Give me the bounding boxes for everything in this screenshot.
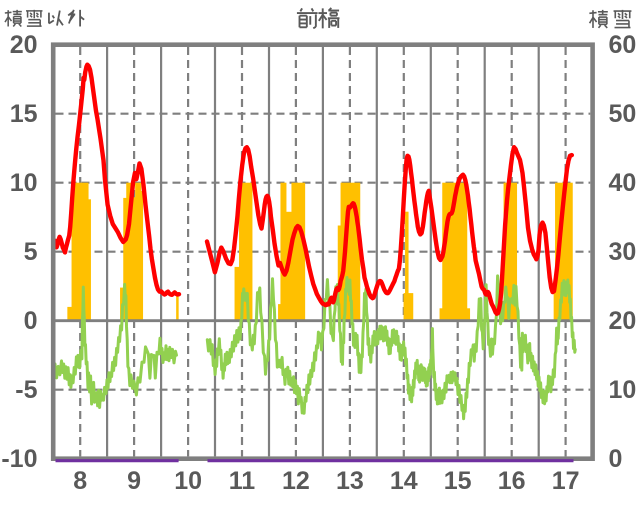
svg-text:16: 16 [498, 467, 526, 495]
svg-text:5: 5 [24, 238, 38, 266]
svg-text:8: 8 [73, 467, 87, 495]
svg-text:10: 10 [10, 169, 38, 197]
svg-text:50: 50 [609, 100, 636, 128]
svg-text:9: 9 [127, 467, 141, 495]
svg-text:20: 20 [10, 31, 38, 59]
svg-text:60: 60 [609, 31, 636, 59]
svg-text:17: 17 [552, 467, 580, 495]
svg-text:-10: -10 [1, 445, 37, 473]
svg-text:10: 10 [174, 467, 202, 495]
svg-text:30: 30 [609, 238, 636, 266]
svg-text:14: 14 [390, 467, 418, 495]
svg-text:0: 0 [24, 307, 38, 335]
svg-text:40: 40 [609, 169, 636, 197]
svg-text:-5: -5 [15, 376, 37, 404]
svg-text:20: 20 [609, 307, 636, 335]
svg-text:13: 13 [336, 467, 364, 495]
svg-text:15: 15 [444, 467, 472, 495]
svg-text:12: 12 [282, 467, 310, 495]
svg-text:0: 0 [609, 445, 623, 473]
svg-text:15: 15 [10, 100, 38, 128]
svg-text:11: 11 [229, 467, 256, 495]
svg-text:10: 10 [609, 376, 636, 404]
